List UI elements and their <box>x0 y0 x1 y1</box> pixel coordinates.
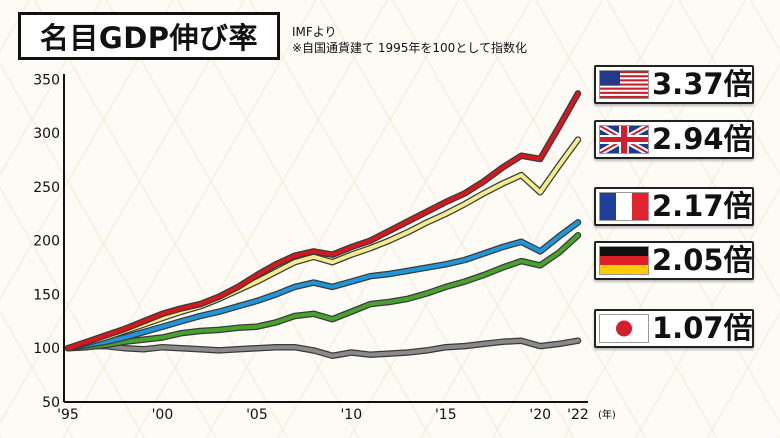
series-line-usa <box>66 91 580 351</box>
uk-flag-icon <box>599 125 649 154</box>
legend-value-germany: 2.05倍 <box>652 243 753 277</box>
y-tick-label: 200 <box>33 234 60 250</box>
legend-item-japan: 1.07倍 <box>594 309 754 348</box>
legend-item-germany: 2.05倍 <box>594 241 754 280</box>
ticks-layer: 50 100 150 200 250 300 350 '95 '00 '05 '10 '15 '20 '2… <box>33 72 616 423</box>
legend-value-uk: 2.94倍 <box>652 122 753 156</box>
x-tick-label: '22 <box>567 407 589 423</box>
legend-item-france: 2.17倍 <box>594 187 754 226</box>
x-tick-label: '15 <box>435 407 457 423</box>
chart-title: 名目GDP伸び率 <box>18 12 280 60</box>
x-unit-label: (年) <box>598 408 616 421</box>
x-tick-label: '20 <box>529 407 551 423</box>
y-tick-label: 250 <box>33 180 60 196</box>
y-tick-label: 100 <box>33 341 60 357</box>
series-outline-usa <box>64 90 582 352</box>
germany-flag-icon <box>599 246 649 275</box>
legend-item-uk: 2.94倍 <box>594 120 754 159</box>
chart-axes <box>63 74 588 403</box>
y-tick-label: 150 <box>33 288 60 304</box>
france-flag-icon <box>599 192 649 221</box>
x-tick-label: '05 <box>246 407 268 423</box>
series-line-france <box>66 220 580 351</box>
us-flag-icon <box>599 70 649 99</box>
series-line-japan <box>66 338 580 358</box>
x-tick-label: '95 <box>57 407 79 423</box>
x-tick-label: '00 <box>152 407 174 423</box>
y-tick-label: 50 <box>42 395 60 411</box>
source-note: IMFより <box>292 25 337 39</box>
japan-flag-icon <box>599 314 649 343</box>
series-layer <box>64 90 582 360</box>
legend-item-usa: 3.37倍 <box>594 65 754 104</box>
y-tick-label: 350 <box>33 72 60 88</box>
series-line-germany <box>66 233 580 351</box>
legend-value-usa: 3.37倍 <box>652 67 753 101</box>
currency-note: ※自国通貨建て 1995年を100として指数化 <box>292 41 527 55</box>
legend-value-france: 2.17倍 <box>652 189 753 223</box>
y-tick-label: 300 <box>33 126 60 142</box>
legend-value-japan: 1.07倍 <box>652 311 753 345</box>
series-line-uk <box>66 137 580 351</box>
x-tick-label: '10 <box>340 407 362 423</box>
